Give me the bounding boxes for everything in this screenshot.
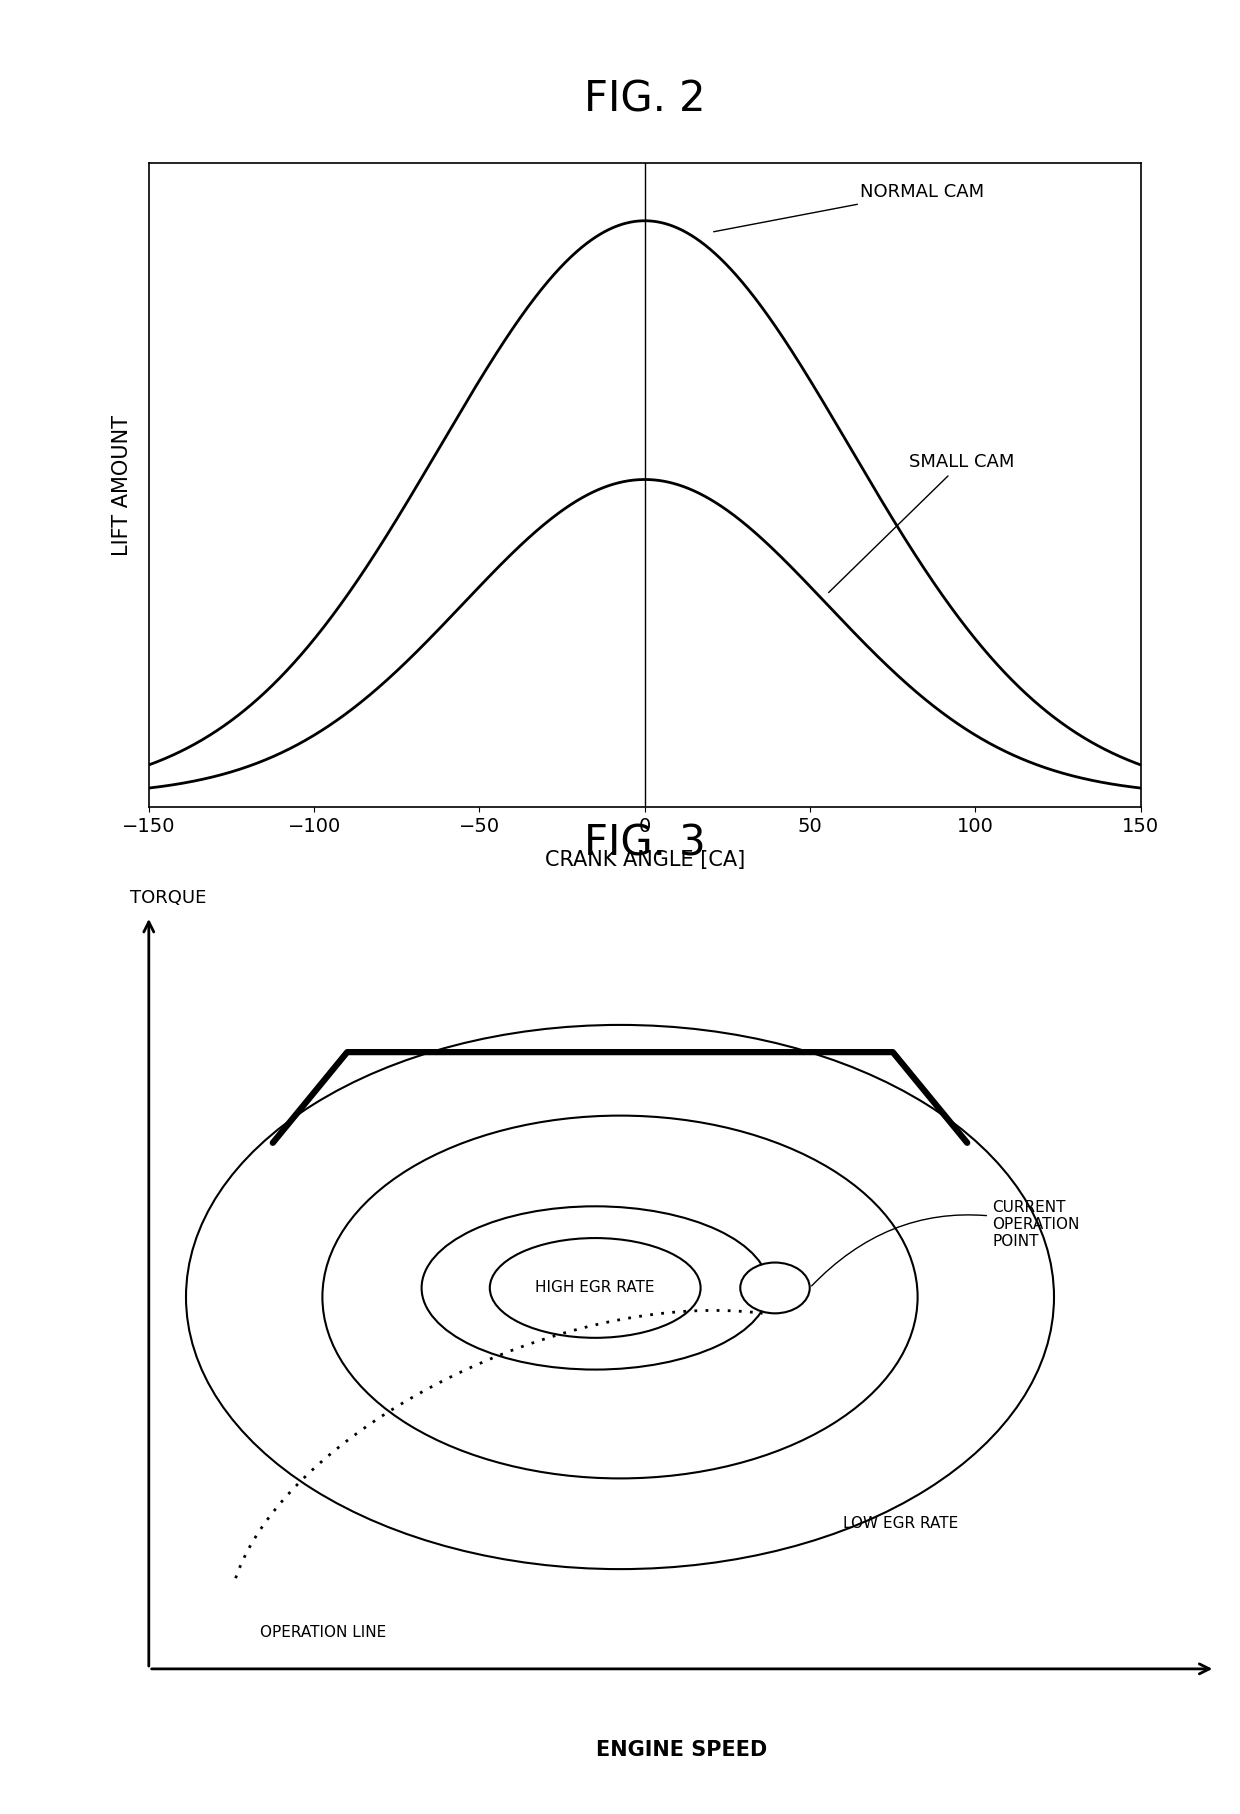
Text: FIG. 3: FIG. 3 [584, 822, 706, 865]
Text: FIG. 2: FIG. 2 [584, 78, 706, 122]
Circle shape [740, 1263, 810, 1313]
Text: CURRENT
OPERATION
POINT: CURRENT OPERATION POINT [812, 1199, 1079, 1286]
Text: ENGINE SPEED: ENGINE SPEED [596, 1740, 768, 1760]
Text: TORQUE: TORQUE [130, 889, 207, 907]
Text: SMALL CAM: SMALL CAM [828, 454, 1014, 593]
Text: OPERATION LINE: OPERATION LINE [260, 1625, 387, 1640]
Text: NORMAL CAM: NORMAL CAM [714, 183, 983, 232]
Y-axis label: LIFT AMOUNT: LIFT AMOUNT [112, 415, 133, 555]
Text: LOW EGR RATE: LOW EGR RATE [843, 1517, 959, 1531]
Text: HIGH EGR RATE: HIGH EGR RATE [536, 1281, 655, 1295]
X-axis label: CRANK ANGLE [CA]: CRANK ANGLE [CA] [544, 849, 745, 871]
